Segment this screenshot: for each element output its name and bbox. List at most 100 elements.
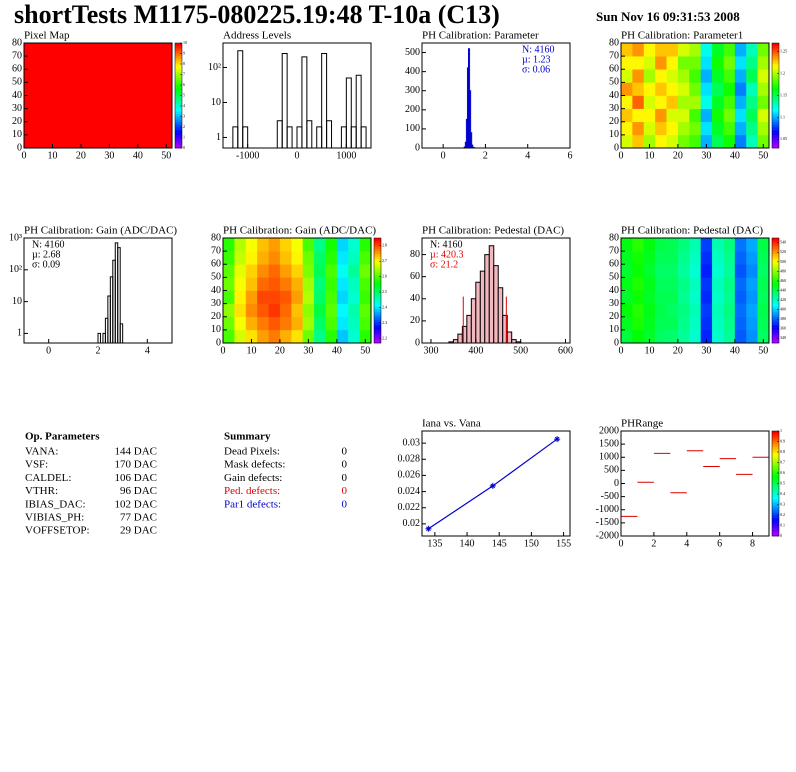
heat-cell [348,264,360,278]
heat-cell [245,277,258,291]
palette-step [175,98,182,102]
palette-step [175,69,182,73]
palette-step [772,261,779,265]
heat-cell [655,316,667,331]
heat-cell [746,303,758,318]
palette-tick-label: 2.6 [382,274,387,279]
palette-step [772,50,779,54]
heat-cell [723,82,736,96]
heat-cell [746,43,758,57]
palette-tick-label: 0.5 [780,480,785,485]
heat-cell [757,251,770,265]
palette-tick-label: 0.2 [780,512,785,517]
heat-cell [632,316,645,331]
heat-cell [689,43,701,57]
y-tick-label: 80 [609,37,619,48]
heat-cell [712,251,724,265]
heat-cell [655,69,667,83]
heat-cell [689,303,701,318]
y-tick-label: 0 [614,142,619,153]
heat-cell [643,251,656,265]
palette-step [772,301,779,304]
heat-cell [677,121,690,136]
heat-cell [621,82,633,96]
palette-step [175,145,182,149]
panel-title: PH Calibration: Pedestal (DAC) [422,225,564,237]
y-tick-label: 10 [609,129,619,140]
y-tick-label: 400 [405,66,420,77]
y-tick-label: 0 [415,337,420,348]
heat-cell [757,303,770,318]
palette-step [772,517,779,521]
heat-cell [234,251,247,265]
heat-cell [700,56,713,70]
heat-cell [734,238,747,252]
heat-cell [632,277,645,291]
palette-step [772,116,779,120]
palette-step [175,53,182,57]
histogram-bin [488,245,495,343]
histogram-bin [470,298,477,343]
palette-step [772,53,779,57]
heat-cell [314,264,326,278]
heat-cell [700,95,713,109]
palette-step [374,274,381,278]
row-label: VIBIAS_PH: [25,512,84,524]
y-tick-label: 10 [609,324,619,335]
y-tick-label: 500 [604,465,619,476]
heat-cell [257,264,269,278]
histogram-bin [493,265,499,343]
y-tick-label: 20 [609,116,619,127]
heat-cell [677,238,690,252]
heat-cell [746,290,758,304]
palette-step [772,69,779,73]
palette-step [175,45,182,49]
x-tick-label: 20 [673,345,683,356]
x-tick-label: 50 [161,150,171,161]
x-tick-label: 0 [22,150,27,161]
heat-cell [712,134,724,149]
heat-cell [257,238,269,252]
row-label: VSF: [25,459,48,471]
heat-cell [689,238,701,252]
heat-cell [268,264,281,278]
palette-step [772,322,779,325]
palette-step [175,132,182,136]
palette-step [772,488,779,492]
heat-cell [655,134,667,149]
histogram-bin [479,270,486,343]
panel-title: Iana vs. Vana [422,418,481,430]
palette-step [772,446,779,450]
heat-cell [655,264,667,278]
histogram-bin [242,126,249,148]
row-value: 102 DAC [115,498,157,510]
heat-cell [302,277,315,291]
x-tick-label: 0 [441,150,446,161]
heat-cell [689,329,701,344]
palette-step [175,90,182,94]
block-title: Op. Parameters [25,431,100,443]
heat-cell [279,290,292,304]
heat-cell [336,303,349,318]
palette-step [772,444,779,448]
palette-step [772,337,779,341]
row-value: 144 DAC [115,446,157,458]
heat-cell [302,264,315,278]
palette-step [772,106,779,109]
y-tick-label: 0 [216,337,221,348]
palette-step [374,256,381,260]
heat-cell [314,277,326,291]
heat-cell [757,69,770,83]
heat-cell [700,277,713,291]
palette-step [175,92,182,96]
palette-step [374,240,381,244]
heat-cell [712,69,724,83]
palette-step [374,238,381,241]
x-tick-label: 400 [468,345,483,356]
palette-step [772,470,779,474]
x-tick-label: 300 [423,345,438,356]
palette-step [772,329,779,333]
palette-tick-label: 0.9 [780,438,785,443]
heat-cell [746,56,758,70]
palette-step [374,324,381,328]
